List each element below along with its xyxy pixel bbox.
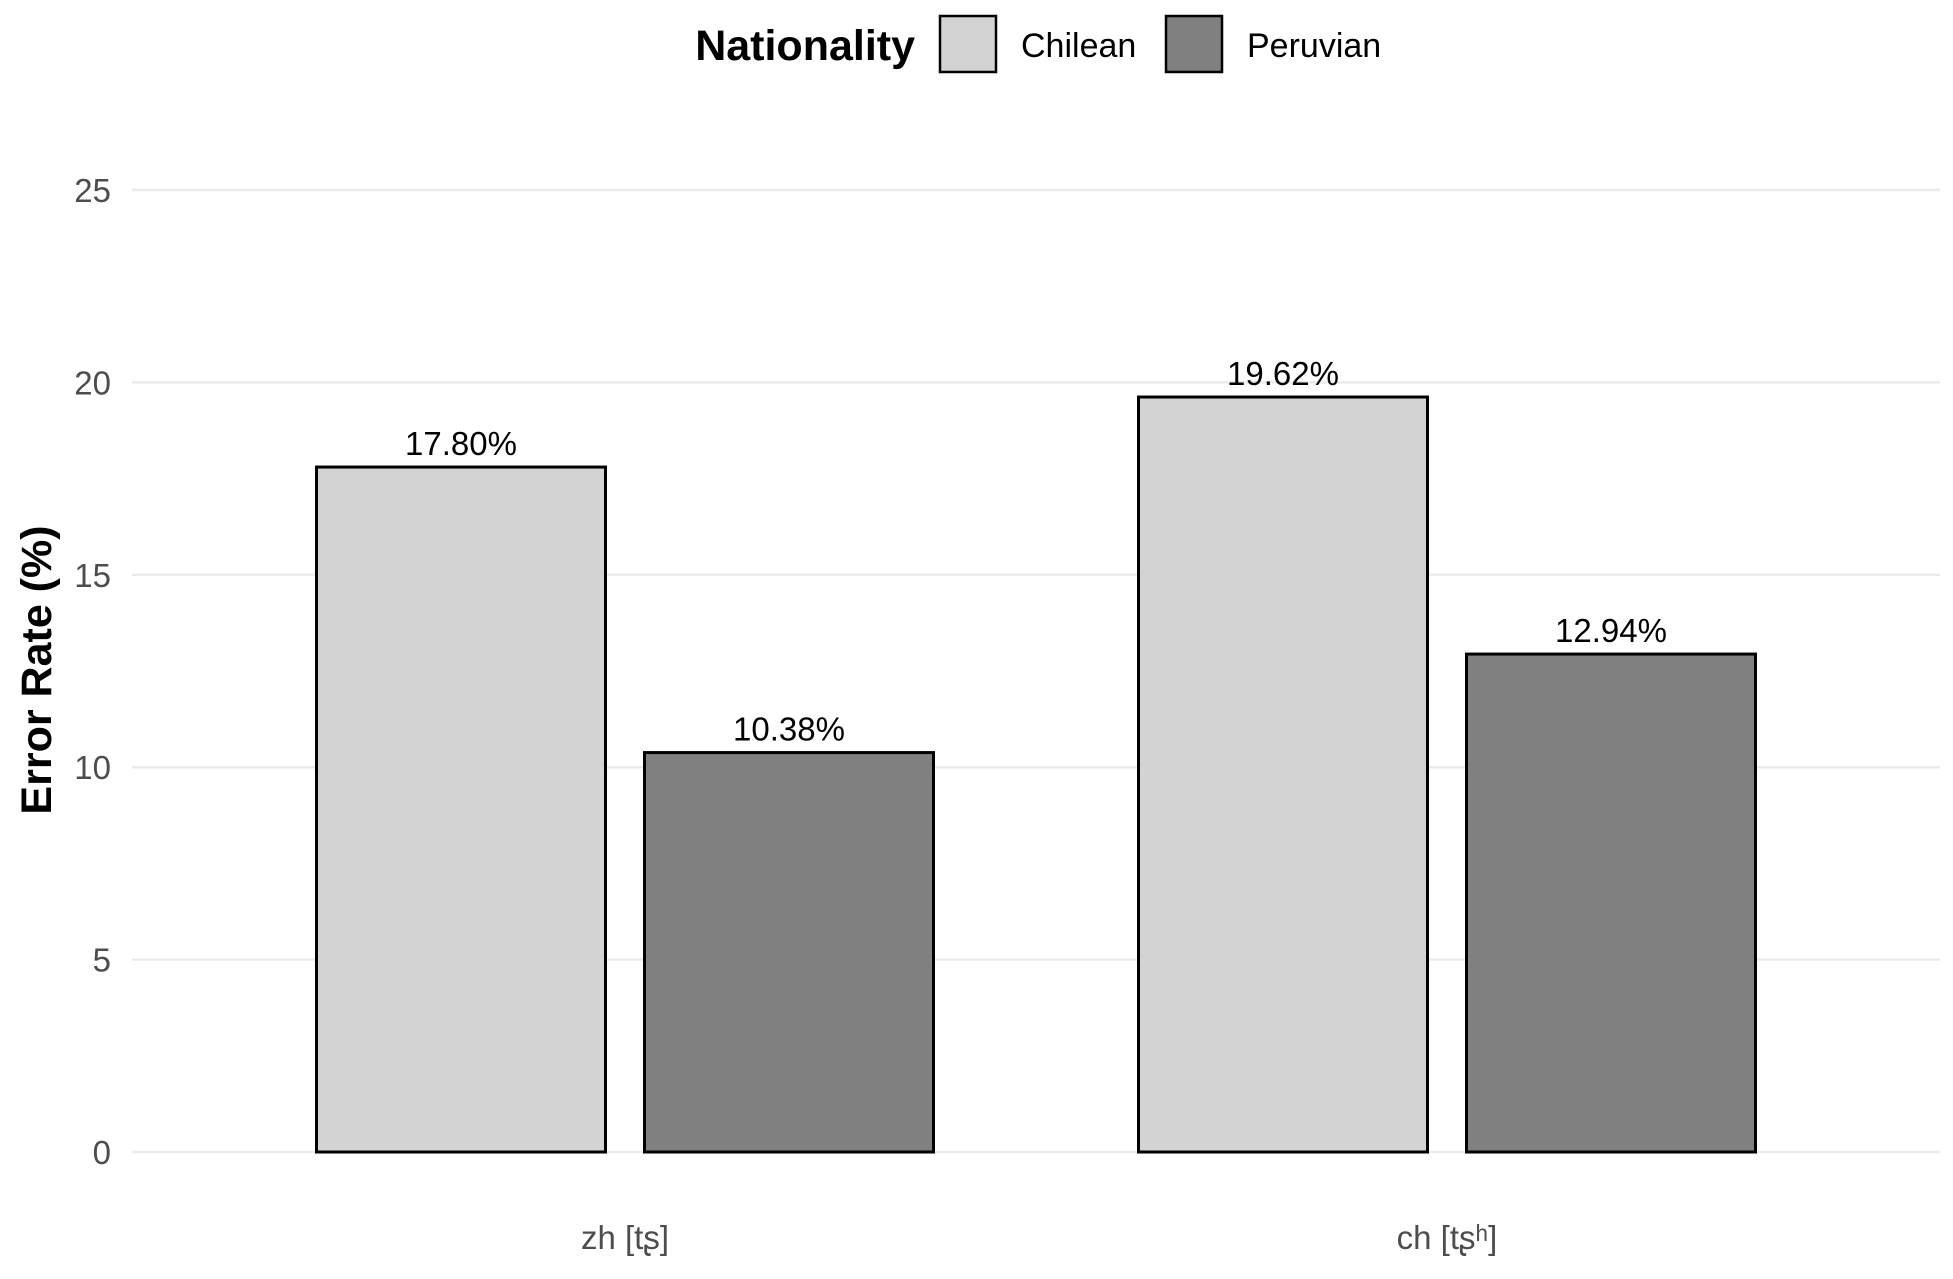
axis-layer: 0 5 10 15 20 25 zh [tʂ] ch [tʂʰ] — [74, 172, 1497, 1256]
y-axis-title: Error Rate (%) — [13, 525, 61, 814]
data-label-layer: 17.80% 10.38% 19.62% 12.94% — [405, 355, 1667, 748]
legend-label-chilean: Chilean — [1021, 27, 1136, 65]
y-tick-label: 10 — [74, 749, 111, 786]
data-label: 10.38% — [733, 711, 845, 748]
y-tick-label: 0 — [93, 1134, 111, 1171]
legend: Nationality Chilean Peruvian — [695, 14, 1381, 74]
bar-peruvian-0 — [643, 751, 935, 1154]
bar-chilean-0 — [315, 465, 607, 1154]
x-tick-label: zh [tʂ] — [581, 1219, 669, 1256]
x-tick-label: ch [tʂʰ] — [1397, 1219, 1498, 1256]
bar-peruvian-1 — [1465, 652, 1757, 1154]
bar-chilean-1 — [1137, 395, 1429, 1154]
legend-swatch-peruvian — [1164, 14, 1224, 74]
legend-swatch-chilean — [938, 14, 998, 74]
y-tick-label: 5 — [93, 942, 111, 979]
y-tick-label: 25 — [74, 172, 111, 209]
y-tick-label: 20 — [74, 364, 111, 401]
legend-title: Nationality — [695, 22, 915, 70]
legend-label-peruvian: Peruvian — [1247, 27, 1381, 65]
bar-layer — [315, 395, 1757, 1154]
data-label: 12.94% — [1555, 612, 1667, 649]
data-label: 17.80% — [405, 425, 517, 462]
y-tick-label: 15 — [74, 557, 111, 594]
data-label: 19.62% — [1227, 355, 1339, 392]
